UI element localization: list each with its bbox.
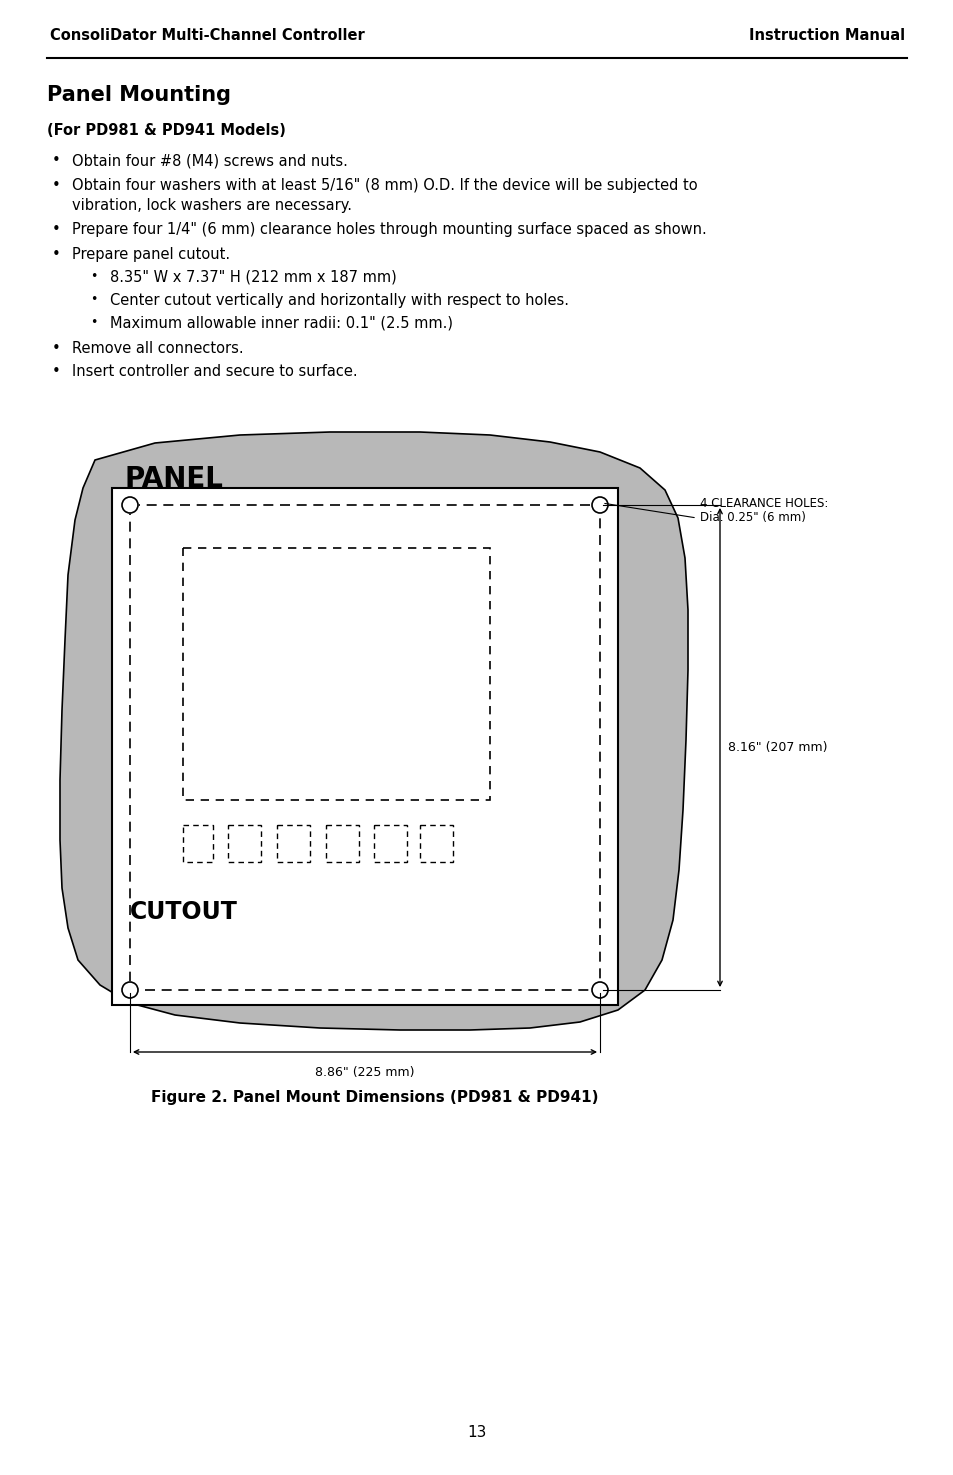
Circle shape — [122, 497, 138, 513]
Text: Remove all connectors.: Remove all connectors. — [71, 341, 243, 355]
Circle shape — [592, 982, 607, 999]
Polygon shape — [60, 432, 687, 1030]
Bar — [419, 825, 453, 861]
Text: •: • — [52, 178, 61, 193]
Circle shape — [122, 982, 138, 999]
Text: Center cutout vertically and horizontally with respect to holes.: Center cutout vertically and horizontall… — [110, 294, 568, 308]
Text: ConsoliDator Multi-Channel Controller: ConsoliDator Multi-Channel Controller — [50, 28, 364, 43]
Text: •: • — [52, 341, 61, 355]
Text: Insert controller and secure to surface.: Insert controller and secure to surface. — [71, 364, 357, 379]
Text: •: • — [90, 270, 97, 283]
Text: •: • — [52, 153, 61, 168]
Text: Prepare panel cutout.: Prepare panel cutout. — [71, 246, 230, 263]
Text: Obtain four #8 (M4) screws and nuts.: Obtain four #8 (M4) screws and nuts. — [71, 153, 348, 168]
Bar — [228, 825, 261, 861]
Text: Figure 2. Panel Mount Dimensions (PD981 & PD941): Figure 2. Panel Mount Dimensions (PD981 … — [152, 1090, 598, 1105]
Text: (For PD981 & PD941 Models): (For PD981 & PD941 Models) — [47, 122, 286, 139]
Text: 8.16" (207 mm): 8.16" (207 mm) — [727, 740, 826, 754]
Text: vibration, lock washers are necessary.: vibration, lock washers are necessary. — [71, 198, 352, 212]
Text: 4 CLEARANCE HOLES:: 4 CLEARANCE HOLES: — [700, 497, 827, 510]
Bar — [112, 488, 618, 1004]
Bar — [183, 825, 213, 861]
Text: •: • — [52, 364, 61, 379]
Circle shape — [592, 497, 607, 513]
Text: •: • — [90, 294, 97, 305]
Bar — [276, 825, 310, 861]
Text: CUTOUT: CUTOUT — [130, 900, 237, 923]
Bar — [130, 504, 599, 990]
Text: 8.35" W x 7.37" H (212 mm x 187 mm): 8.35" W x 7.37" H (212 mm x 187 mm) — [110, 270, 396, 285]
Text: 8.86" (225 mm): 8.86" (225 mm) — [314, 1066, 415, 1080]
Text: Dia. 0.25" (6 mm): Dia. 0.25" (6 mm) — [700, 510, 805, 524]
Text: 13: 13 — [467, 1425, 486, 1440]
Text: Prepare four 1/4" (6 mm) clearance holes through mounting surface spaced as show: Prepare four 1/4" (6 mm) clearance holes… — [71, 223, 706, 237]
Text: Instruction Manual: Instruction Manual — [748, 28, 904, 43]
Text: •: • — [52, 223, 61, 237]
Text: •: • — [52, 246, 61, 263]
Bar — [326, 825, 358, 861]
Text: Maximum allowable inner radii: 0.1" (2.5 mm.): Maximum allowable inner radii: 0.1" (2.5… — [110, 316, 453, 330]
Text: PANEL: PANEL — [125, 465, 224, 493]
Text: •: • — [90, 316, 97, 329]
Text: Panel Mounting: Panel Mounting — [47, 86, 231, 105]
Text: Obtain four washers with at least 5/16" (8 mm) O.D. If the device will be subjec: Obtain four washers with at least 5/16" … — [71, 178, 697, 193]
Bar — [374, 825, 407, 861]
Bar — [183, 549, 490, 799]
